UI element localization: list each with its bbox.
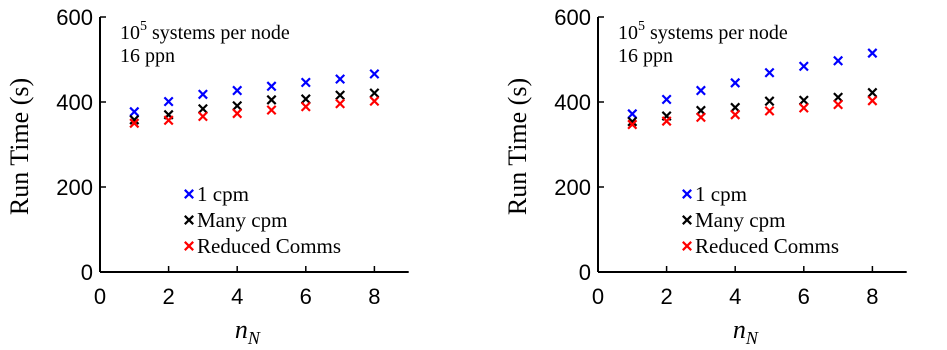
data-point (833, 92, 844, 103)
series-1 (627, 48, 878, 119)
x-tick-label: 2 (660, 284, 672, 309)
data-point (266, 94, 277, 105)
data-point (369, 96, 380, 107)
data-point (627, 108, 638, 119)
x-tick-label: 0 (592, 284, 604, 309)
legend-marker (682, 215, 692, 225)
data-point (867, 48, 878, 59)
x-tick-label: 4 (231, 284, 243, 309)
data-point (661, 94, 672, 105)
annotation-line-1: 105 systems per node (120, 19, 290, 44)
data-point (764, 96, 775, 107)
chart-panel-1: 0 200 400 600 0 2 4 6 8 Run Time (s) nN 105 systems… (5, 5, 409, 348)
data-point (867, 95, 878, 106)
data-point (335, 90, 346, 101)
y-tick-label: 600 (554, 5, 591, 30)
series-1 (129, 68, 380, 117)
legend-marker (682, 241, 692, 251)
data-point (335, 98, 346, 109)
legend-label: 1 cpm (695, 182, 747, 206)
data-point (627, 119, 638, 130)
x-axis-title: nN (235, 315, 261, 348)
data-point (266, 81, 277, 92)
y-tick-label: 200 (56, 175, 93, 200)
data-point (197, 103, 208, 114)
data-point (730, 109, 741, 120)
legend-marker (184, 189, 194, 199)
data-point (335, 74, 346, 85)
data-point (369, 68, 380, 79)
series-3 (129, 96, 380, 129)
y-tick-label: 400 (554, 90, 591, 115)
x-tick-label: 6 (798, 284, 810, 309)
data-point (232, 100, 243, 111)
x-tick-label: 8 (866, 284, 878, 309)
legend-marker (184, 241, 194, 251)
data-point (300, 77, 311, 88)
y-tick-label: 0 (579, 260, 591, 285)
annotation-line-1: 105 systems per node (618, 19, 788, 44)
y-tick-label: 400 (56, 90, 93, 115)
data-point (197, 111, 208, 122)
data-point (695, 112, 706, 123)
data-point (730, 77, 741, 88)
x-tick-label: 8 (368, 284, 380, 309)
chart-panel-2: 0 200 400 600 0 2 4 6 8 Run Time (s) nN 105 systems… (503, 5, 907, 348)
legend-label: Reduced Comms (695, 234, 839, 258)
legend-label: 1 cpm (197, 182, 249, 206)
data-point (163, 115, 174, 126)
legend-label: Many cpm (695, 208, 785, 232)
data-point (232, 85, 243, 96)
y-tick-label: 600 (56, 5, 93, 30)
legend-marker (184, 215, 194, 225)
data-point (300, 94, 311, 105)
x-axis-title: nN (733, 315, 759, 348)
x-tick-label: 0 (94, 284, 106, 309)
legend-marker (682, 189, 692, 199)
data-point (627, 116, 638, 127)
y-axis-title: Run Time (s) (5, 78, 34, 215)
data-point (163, 96, 174, 107)
data-point (798, 102, 809, 113)
x-tick-label: 6 (300, 284, 312, 309)
annotation-line-2: 16 ppn (120, 45, 175, 67)
data-point (798, 61, 809, 72)
legend-label: Many cpm (197, 208, 287, 232)
y-axis-title: Run Time (s) (503, 78, 532, 215)
data-point (232, 108, 243, 119)
data-point (730, 102, 741, 113)
data-point (129, 106, 140, 117)
y-tick-label: 200 (554, 175, 591, 200)
data-point (833, 99, 844, 110)
data-point (695, 85, 706, 96)
data-point (867, 87, 878, 98)
data-point (798, 95, 809, 106)
data-point (833, 55, 844, 66)
y-tick-label: 0 (81, 260, 93, 285)
data-point (661, 116, 672, 127)
data-point (369, 88, 380, 99)
data-point (129, 114, 140, 125)
series-3 (627, 95, 878, 130)
x-tick-label: 4 (729, 284, 741, 309)
data-point (197, 89, 208, 100)
data-point (129, 118, 140, 129)
legend-label: Reduced Comms (197, 234, 341, 258)
data-point (764, 105, 775, 116)
annotation-line-2: 16 ppn (618, 45, 673, 67)
data-point (266, 105, 277, 116)
x-tick-label: 2 (162, 284, 174, 309)
data-point (764, 67, 775, 78)
data-point (300, 101, 311, 112)
